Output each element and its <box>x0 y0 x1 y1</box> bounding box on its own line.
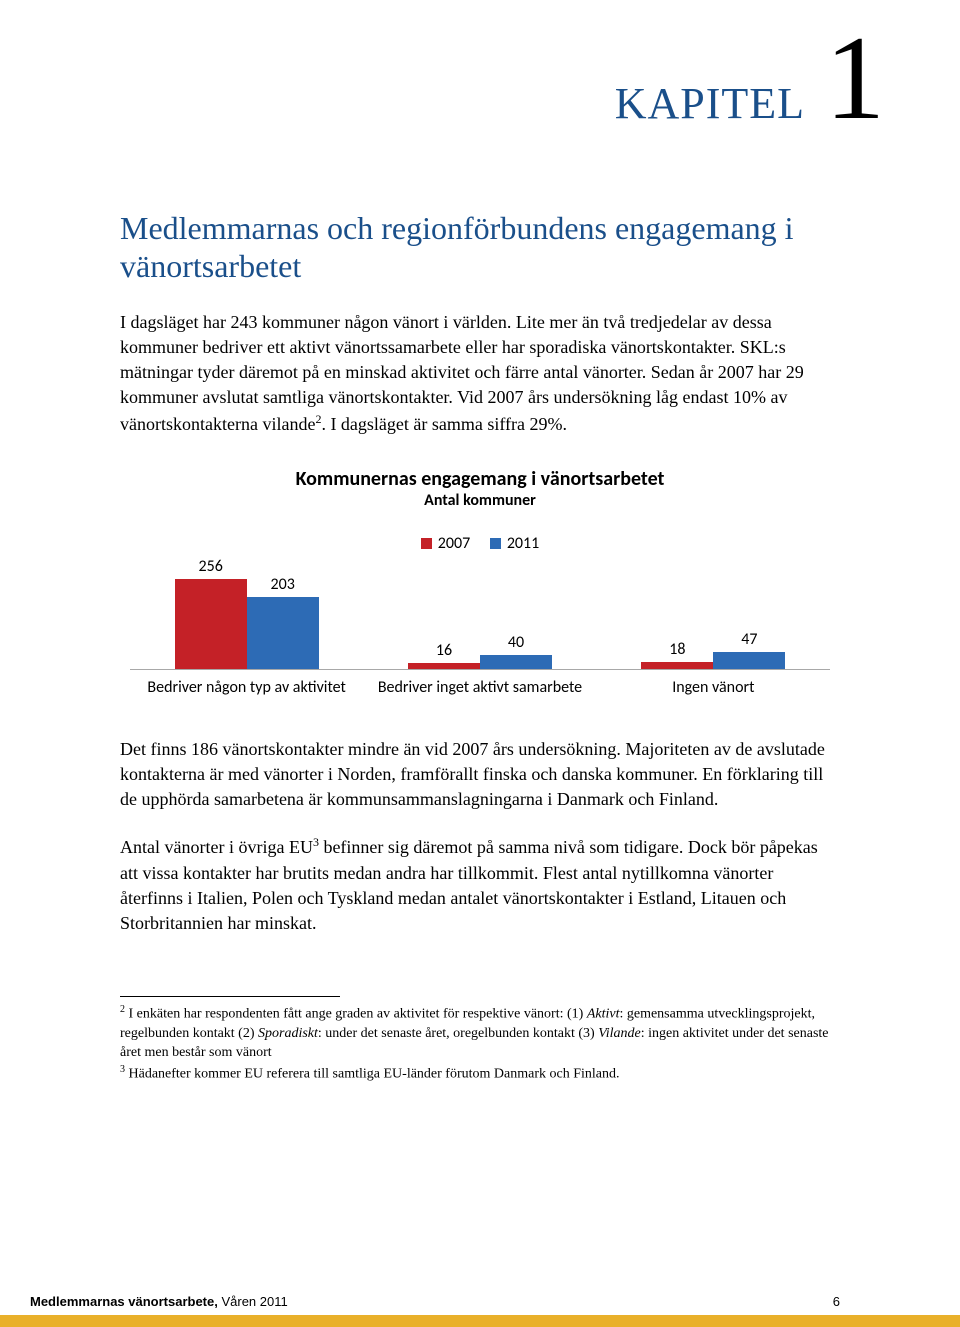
bar-value-label: 40 <box>508 633 524 652</box>
footnote-3: 3 Hädanefter kommer EU referera till sam… <box>120 1063 840 1085</box>
footer-left: Medlemmarnas vänortsarbete, Våren 2011 <box>30 1294 288 1309</box>
paragraph-1: I dagsläget har 243 kommuner någon vänor… <box>120 310 840 437</box>
chart-x-label: Bedriver inget aktivt samarbete <box>363 678 596 697</box>
footer-left-rest: Våren 2011 <box>218 1294 288 1309</box>
paragraph-3a: Antal vänorter i övriga EU <box>120 837 313 857</box>
bar-value-label: 256 <box>198 557 222 576</box>
chapter-header: KAPITEL 1 <box>120 30 885 129</box>
chart-x-label: Ingen vänort <box>597 678 830 697</box>
chart-group: 1640 <box>363 560 596 669</box>
chart-plot-area: 25620316401847 <box>130 560 830 670</box>
footnote-3-text: Hädanefter kommer EU referera till samtl… <box>125 1066 619 1081</box>
bar-chart: Kommunernas engagemang i vänortsarbetet … <box>120 467 840 697</box>
page-footer: Medlemmarnas vänortsarbete, Våren 2011 6 <box>0 1294 960 1327</box>
section-title: Medlemmarnas och regionförbundens engage… <box>120 209 840 286</box>
footnote-2: 2 I enkäten har respondenten fått ange g… <box>120 1003 840 1062</box>
footnote-2a: I enkäten har respondenten fått ange gra… <box>125 1007 587 1022</box>
chart-bar: 40 <box>480 655 552 669</box>
footnote-2-sporadiskt: Sporadiskt <box>258 1026 318 1041</box>
footnote-2-vilande: Vilande <box>598 1026 641 1041</box>
chart-subtitle: Antal kommuner <box>120 491 840 510</box>
chart-title: Kommunernas engagemang i vänortsarbetet <box>120 467 840 491</box>
bar-value-label: 47 <box>741 630 757 649</box>
chart-group: 256203 <box>130 560 363 669</box>
footnote-2c: : under det senaste året, oregelbunden k… <box>318 1026 598 1041</box>
footer-line: Medlemmarnas vänortsarbete, Våren 2011 6 <box>0 1294 960 1315</box>
chart-bar: 256 <box>175 579 247 669</box>
paragraph-2: Det finns 186 vänortskontakter mindre än… <box>120 737 840 813</box>
chart-bar: 16 <box>408 663 480 669</box>
chart-legend: 2007 2011 <box>120 534 840 554</box>
footnote-2-aktivt: Aktivt <box>587 1007 620 1022</box>
paragraph-1-after: . I dagsläget är samma siffra 29%. <box>321 414 567 434</box>
chart-bar: 18 <box>641 662 713 668</box>
chapter-label: KAPITEL <box>615 78 805 129</box>
paragraph-3: Antal vänorter i övriga EU3 befinner sig… <box>120 834 840 936</box>
footnote-divider <box>120 996 340 997</box>
bar-value-label: 16 <box>436 641 452 660</box>
legend-item-2011: 2011 <box>490 534 539 553</box>
chart-group: 1847 <box>597 560 830 669</box>
chapter-number: 1 <box>825 30 885 126</box>
footer-accent-bar <box>0 1315 960 1327</box>
legend-swatch-2007 <box>421 538 432 549</box>
legend-swatch-2011 <box>490 538 501 549</box>
footer-page-number: 6 <box>833 1294 840 1309</box>
bar-value-label: 18 <box>669 640 685 659</box>
bar-value-label: 203 <box>270 575 294 594</box>
legend-label-2007: 2007 <box>438 534 470 553</box>
footer-left-bold: Medlemmarnas vänortsarbete, <box>30 1294 218 1309</box>
chart-bar: 203 <box>247 597 319 668</box>
legend-item-2007: 2007 <box>421 534 470 553</box>
legend-label-2011: 2011 <box>507 534 539 553</box>
chart-x-label: Bedriver någon typ av aktivitet <box>130 678 363 697</box>
chart-x-labels: Bedriver någon typ av aktivitetBedriver … <box>130 678 830 697</box>
chart-bar: 47 <box>713 652 785 669</box>
